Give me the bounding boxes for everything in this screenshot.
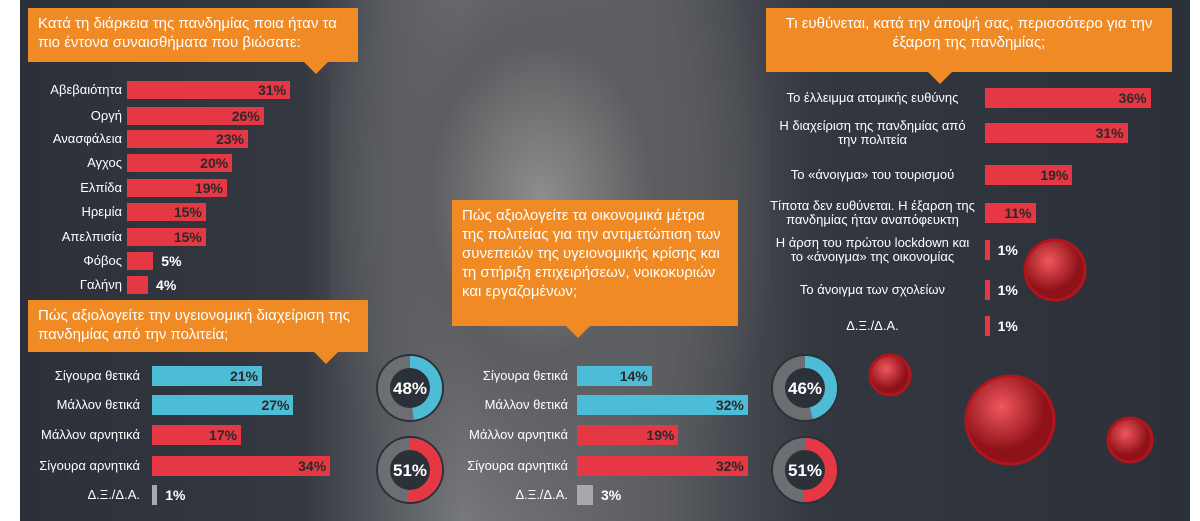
category-label: Σίγουρα αρνητικά: [39, 458, 140, 473]
value-label: 31%: [1095, 125, 1124, 141]
category-label: Γαλήνη: [79, 277, 122, 292]
bar: [577, 366, 652, 386]
value-label: 26%: [231, 108, 260, 124]
value-label: 36%: [1118, 90, 1147, 106]
value-label: 14%: [619, 368, 648, 384]
value-label: 17%: [209, 427, 238, 443]
value-label: 20%: [200, 155, 229, 171]
category-label: Αβεβαιότητα: [50, 82, 122, 97]
bar: [985, 316, 990, 336]
value-label: 1%: [997, 318, 1018, 334]
bar: [127, 107, 264, 125]
category-label: Δ.Ξ./Δ.Α.: [846, 318, 899, 333]
value-label: 21%: [230, 368, 259, 384]
bar: [152, 456, 331, 476]
virus: [868, 238, 1154, 466]
category-label: Το άνοιγμα των σχολείων: [799, 282, 946, 297]
category-label: Δ.Ξ./Δ.Α.: [515, 487, 568, 502]
bar: [577, 395, 748, 415]
bar: [127, 179, 227, 197]
category-label: Μάλλον αρνητικά: [40, 427, 140, 442]
bar: [127, 130, 248, 148]
category-label: Σίγουρα θετικά: [54, 368, 140, 383]
bar: [985, 280, 990, 300]
donut-label: 46%: [788, 379, 822, 398]
title: Πώς αξιολογείτε την υγειονομική διαχείρι…: [28, 300, 368, 364]
value-label: 19%: [194, 180, 223, 196]
bar: [152, 425, 242, 445]
title: Κατά τη διάρκεια της πανδημίας ποια ήταν…: [28, 8, 358, 74]
bar: [127, 81, 291, 99]
value-label: 4%: [156, 277, 177, 293]
bar: [985, 88, 1151, 108]
donut-label: 48%: [393, 379, 427, 398]
value-label: 1%: [997, 242, 1018, 258]
donut-arc: [378, 438, 442, 502]
donut-arc: [773, 438, 837, 502]
category-label: Οργή: [90, 108, 122, 123]
category-label: Τίποτα δεν ευθύνεται. Η έξαρση της πανδη…: [770, 198, 975, 227]
bar: [127, 276, 149, 294]
donut-label: 51%: [393, 461, 427, 480]
bar: [577, 425, 679, 445]
category-label: Σίγουρα αρνητικά: [467, 458, 568, 473]
bar: [985, 165, 1073, 185]
value-label: 11%: [1004, 205, 1032, 221]
category-label: Απελπισία: [61, 229, 122, 244]
value-label: 1%: [997, 282, 1018, 298]
bar: [152, 395, 294, 415]
bar: [985, 240, 990, 260]
category-label: Μάλλον θετικά: [484, 397, 568, 412]
category-label: Ανασφάλεια: [52, 131, 122, 146]
value-label: 1%: [165, 487, 186, 503]
category-label: Η άρση του πρώτου lockdown και το «άνοιγ…: [775, 235, 970, 264]
bar: [152, 485, 158, 505]
value-label: 15%: [173, 229, 202, 245]
title: Πώς αξιολογείτε τα οικονομικά μέτρα της …: [452, 200, 738, 338]
value-label: 31%: [258, 82, 287, 98]
bar: [577, 456, 748, 476]
bar: [985, 123, 1128, 143]
value-label: 23%: [215, 131, 244, 147]
value-label: 34%: [298, 458, 327, 474]
category-label: Μάλλον αρνητικά: [468, 427, 568, 442]
category-label: Η διαχείριση της πανδημίας από την πολιτ…: [779, 118, 966, 147]
value-label: 32%: [715, 397, 744, 413]
value-label: 19%: [1040, 167, 1069, 183]
category-label: Μάλλον θετικά: [56, 397, 140, 412]
category-label: Το έλλειμμα ατομικής ευθύνης: [786, 90, 959, 105]
value-label: 32%: [715, 458, 744, 474]
bar: [127, 228, 206, 246]
category-label: Το «άνοιγμα» του τουρισμού: [790, 167, 955, 182]
value-label: 15%: [173, 204, 202, 220]
value-label: 5%: [161, 253, 182, 269]
title: Τι ευθύνεται, κατά την άποψή σας, περισσ…: [766, 8, 1172, 84]
category-label: Σίγουρα θετικά: [482, 368, 568, 383]
category-label: Ηρεμία: [81, 204, 122, 219]
value-label: 3%: [601, 487, 622, 503]
bar: [152, 366, 263, 386]
category-label: Δ.Ξ./Δ.Α.: [87, 487, 140, 502]
donut-label: 51%: [788, 461, 822, 480]
bar: [127, 154, 233, 172]
value-label: 19%: [646, 427, 675, 443]
bar: [577, 485, 594, 505]
value-label: 27%: [261, 397, 290, 413]
bar: [985, 203, 1036, 223]
category-label: Φόβος: [83, 253, 122, 268]
bar: [127, 203, 206, 221]
donut-arc: [378, 356, 442, 420]
donut-arc: [773, 356, 837, 420]
category-label: Ελπίδα: [80, 180, 122, 195]
bar: [127, 252, 154, 270]
category-label: Αγχος: [87, 155, 122, 170]
